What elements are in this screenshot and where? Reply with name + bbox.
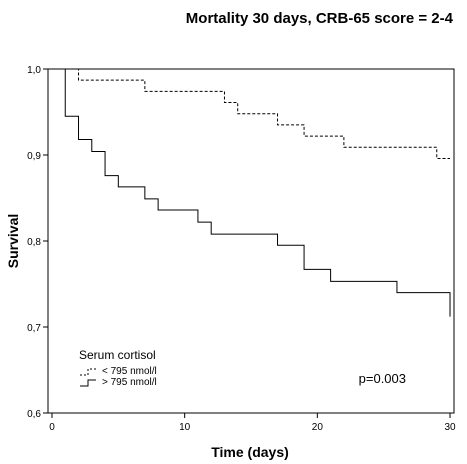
y-tick-label: 0,8 (27, 237, 41, 248)
x-tick-label: 10 (179, 422, 191, 433)
legend: Serum cortisol < 795 nmol/l> 795 nmol/l (79, 348, 157, 388)
axis-ticks: 0 10 20 30 0,6 0,7 0,8 0,9 1,0 (27, 65, 456, 433)
legend-item-label: < 795 nmol/l (102, 366, 157, 377)
chart-title: Mortality 30 days, CRB-65 score = 2-4 (186, 10, 454, 27)
x-tick-label: 20 (312, 422, 324, 433)
legend-title: Serum cortisol (79, 348, 156, 362)
legend-swatch (80, 379, 96, 387)
x-tick-label: 0 (49, 422, 55, 433)
series-line-low-cortisol (51, 68, 451, 159)
x-tick-label: 30 (444, 422, 456, 433)
legend-swatch (80, 368, 96, 376)
series-line-high-cortisol (51, 68, 451, 317)
y-tick-label: 0,7 (27, 323, 41, 334)
p-value-annotation: p=0.003 (359, 371, 406, 386)
legend-items: < 795 nmol/l> 795 nmol/l (80, 366, 157, 388)
y-axis-label: Survival (5, 214, 21, 268)
x-axis-label: Time (days) (211, 444, 289, 460)
series-lines (51, 68, 451, 317)
y-tick-label: 0,9 (27, 151, 41, 162)
y-tick-label: 0,6 (27, 409, 41, 420)
legend-item-label: > 795 nmol/l (102, 377, 157, 388)
y-tick-label: 1,0 (27, 65, 41, 76)
